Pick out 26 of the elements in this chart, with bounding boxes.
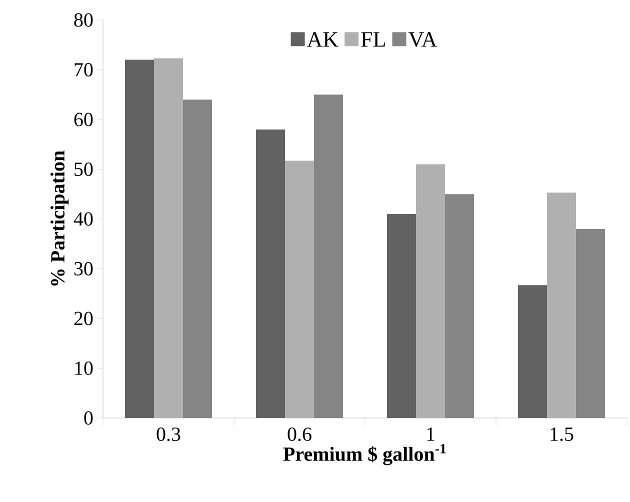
y-tick-label: 30 <box>74 262 93 276</box>
y-tick-label: 10 <box>75 361 93 375</box>
x-tick-label: 1.5 <box>550 428 574 442</box>
x-axis-title: Premium $ gallon$^{-1}$ <box>283 444 446 466</box>
y-tick-label: 70 <box>74 62 93 76</box>
bar <box>576 228 605 418</box>
bar <box>183 100 212 418</box>
y-tick-label: 20 <box>74 312 93 326</box>
bar <box>445 194 474 418</box>
bar <box>314 94 343 418</box>
y-axis-title: % Participation <box>50 150 69 286</box>
y-tick-label: 40 <box>74 212 93 226</box>
bar <box>125 60 154 418</box>
y-tick-label: 50 <box>74 162 93 176</box>
bar <box>386 214 416 418</box>
x-tick-label: 1 <box>427 428 434 441</box>
bar <box>518 285 547 418</box>
y-tick-label: 80 <box>74 13 93 27</box>
legend-label: AK <box>307 32 338 47</box>
x-tick-label: 0.6 <box>288 428 312 442</box>
legend-label: FL <box>361 32 385 47</box>
bar <box>256 129 285 418</box>
x-tick-label: 0.3 <box>156 428 180 442</box>
legend-label: VA <box>408 32 438 48</box>
y-tick-label: 60 <box>74 112 93 126</box>
y-tick-label: 0 <box>84 411 93 425</box>
